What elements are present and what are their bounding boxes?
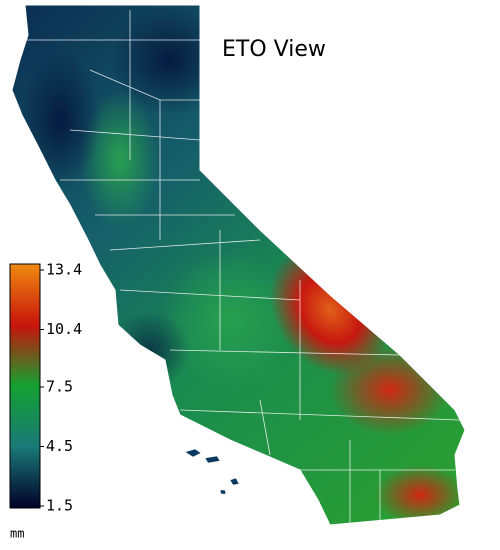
unit-label: mm (10, 527, 24, 541)
color-bar-label: 10.4 (46, 320, 82, 338)
color-bar-label: 13.4 (46, 261, 82, 279)
color-bar (9, 263, 41, 509)
color-bar-label: 1.5 (46, 497, 73, 515)
islands (184, 448, 240, 495)
view-title: ETO View (222, 37, 326, 62)
color-bar-label: 7.5 (46, 378, 73, 396)
color-bar-label: 4.5 (46, 437, 73, 455)
